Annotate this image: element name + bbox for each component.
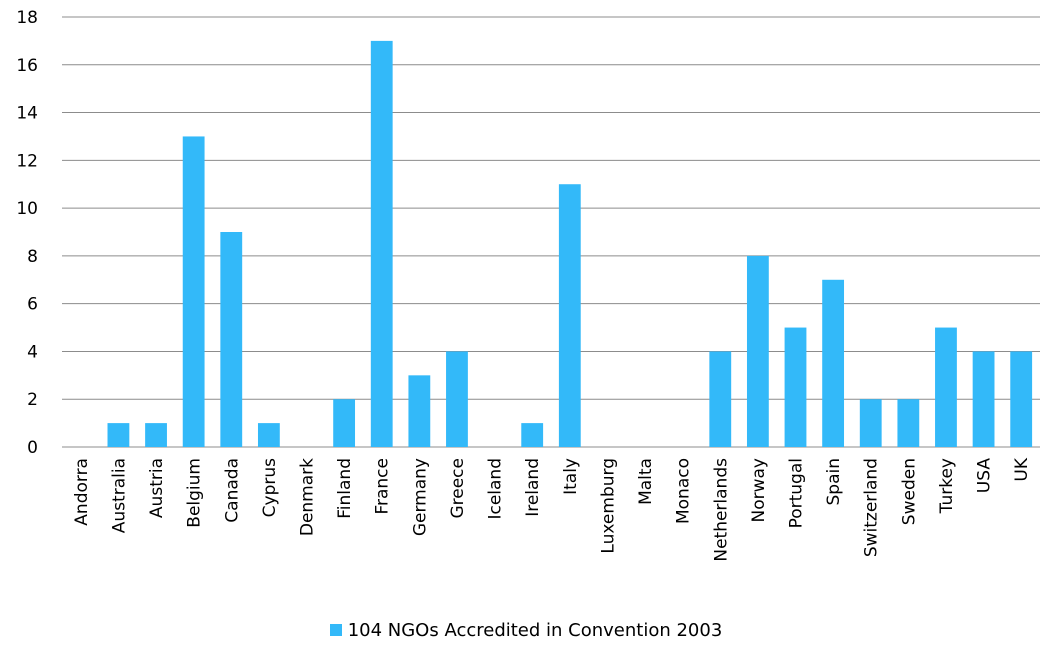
bar-sweden [897, 399, 920, 447]
x-tick-label: Iceland [486, 458, 506, 520]
x-tick-label: Austria [147, 458, 167, 518]
x-tick-label: Finland [335, 458, 355, 519]
x-tick-label: Malta [636, 458, 656, 505]
bar-germany [408, 375, 431, 447]
x-tick-label: Spain [824, 458, 844, 506]
x-tick-label: Germany [410, 458, 430, 536]
y-tick-label: 2 [27, 390, 38, 410]
x-tick-label: Ireland [523, 458, 543, 517]
legend-swatch [329, 624, 342, 636]
bar-cyprus [257, 423, 280, 447]
y-tick-label: 4 [27, 342, 38, 362]
bar-italy [558, 184, 581, 447]
x-tick-label: Andorra [72, 458, 92, 526]
x-tick-label: Canada [222, 458, 242, 523]
x-tick-label: Norway [749, 458, 769, 523]
bar-switzerland [859, 399, 882, 447]
bar-netherlands [709, 351, 732, 447]
bar-chart: 0 2 4 6 8 10 12 14 16 18 Andorra Australia Austria Be… [16, 8, 1040, 562]
bar-canada [220, 232, 243, 447]
x-tick-label: Cyprus [260, 458, 280, 517]
bar-spain [822, 279, 845, 447]
x-tick-label: Belgium [185, 458, 205, 528]
x-tick-label: Netherlands [711, 458, 731, 562]
x-tick-label: Luxemburg [598, 458, 618, 554]
y-tick-label: 18 [16, 8, 38, 28]
y-tick-label: 14 [16, 104, 38, 124]
y-tick-label: 8 [27, 247, 38, 267]
x-tick-label: Monaco [674, 458, 694, 524]
x-tick-label: Turkey [937, 458, 957, 514]
y-tick-label: 12 [16, 151, 38, 171]
x-tick-label: USA [975, 458, 995, 494]
bar-portugal [784, 327, 807, 447]
bar-belgium [182, 136, 205, 447]
y-tick-label: 6 [27, 295, 38, 315]
bar-finland [333, 399, 356, 447]
y-tick-label: 0 [27, 438, 38, 458]
bar-turkey [935, 327, 957, 447]
bar-france [370, 40, 393, 448]
x-tick-label: UK [1012, 457, 1032, 481]
x-tick-label: Denmark [298, 458, 318, 536]
bar-ireland [521, 423, 544, 447]
y-tick-label: 16 [16, 56, 38, 76]
x-tick-label: Greece [448, 458, 468, 519]
x-tick-label: Switzerland [862, 458, 882, 557]
x-tick-label: Italy [561, 458, 581, 495]
x-tick-label: Australia [109, 458, 129, 533]
bar-norway [746, 255, 769, 447]
legend: 104 NGOs Accredited in Convention 2003 [0, 620, 1052, 641]
bar-greece [446, 351, 468, 447]
x-tick-label: Sweden [899, 458, 919, 525]
bar-austria [145, 423, 167, 447]
y-tick-label: 10 [16, 199, 38, 219]
legend-label: 104 NGOs Accredited in Convention 2003 [347, 620, 723, 641]
bar-australia [107, 423, 130, 447]
x-tick-label: Portugal [787, 458, 807, 528]
bar-usa [972, 351, 995, 447]
bar-uk [1010, 351, 1033, 447]
x-tick-label: France [373, 458, 393, 515]
